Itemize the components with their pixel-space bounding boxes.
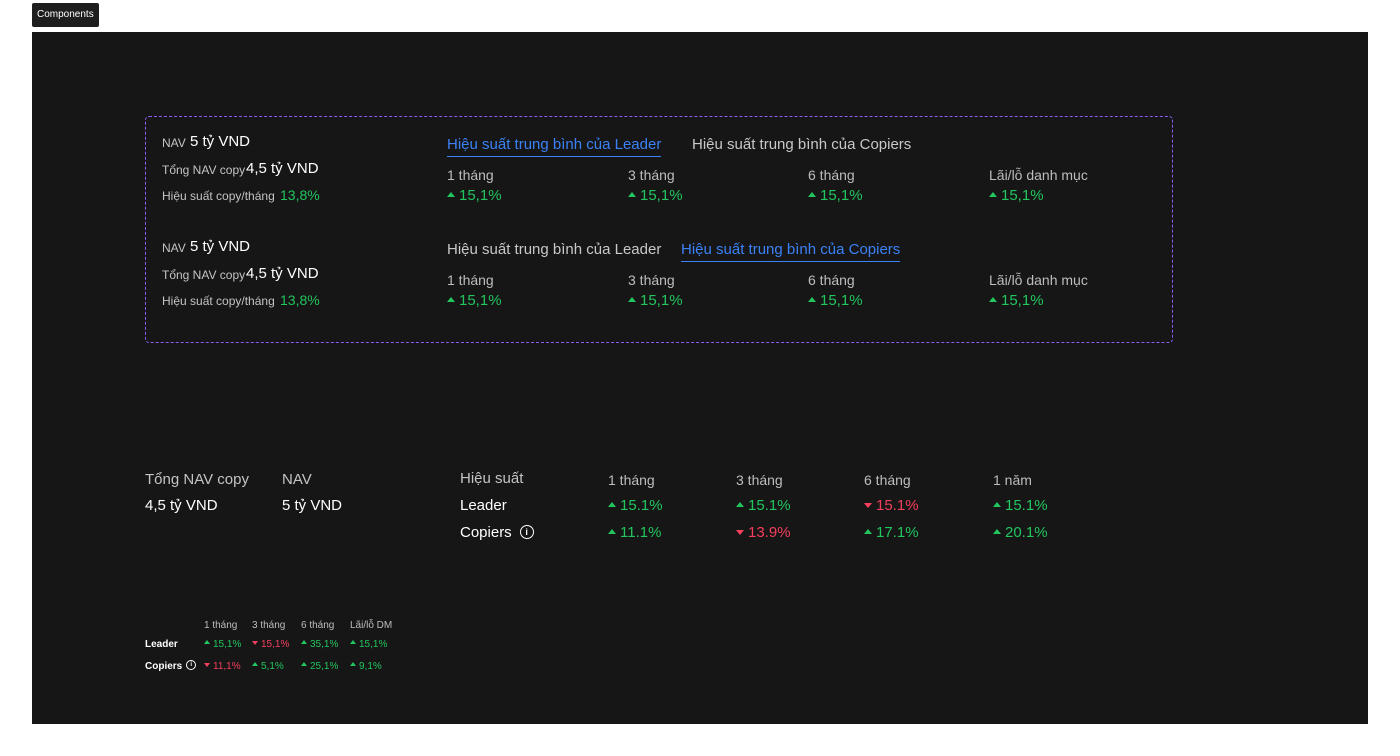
trend-up-icon — [447, 296, 455, 302]
compact-leader-3m: 15,1% — [252, 639, 289, 650]
period-label-pnl: Lãi/lỗ danh mục — [989, 167, 1088, 183]
nav-label: NAV — [162, 136, 186, 150]
summary-nav-label: NAV — [282, 471, 312, 488]
period-value-6m: 15,1% — [808, 187, 863, 204]
tab-copiers-performance[interactable]: Hiệu suất trung bình của Copiers — [692, 136, 912, 153]
period-value-6m: 15,1% — [808, 292, 863, 309]
compact-copiers-3m: 5,1% — [252, 661, 284, 672]
trend-up-icon — [608, 528, 616, 534]
trend-up-icon — [301, 640, 307, 645]
nav-value: 5 tỷ VND — [190, 133, 251, 150]
period-value-3m: 15,1% — [628, 292, 683, 309]
compact-leader-1m: 15,1% — [204, 639, 241, 650]
compact-header-3m: 3 tháng — [252, 620, 286, 631]
summary-leader-6m: 15.1% — [864, 497, 919, 514]
total-nav-label: Tổng NAV copy — [162, 163, 246, 177]
trend-up-icon — [736, 501, 744, 507]
copy-perf-value: 13,8% — [280, 292, 320, 308]
trend-up-icon — [989, 191, 997, 197]
summary-copiers-3m: 13.9% — [736, 524, 791, 541]
summary-copiers-1y: 20.1% — [993, 524, 1048, 541]
compact-row-copiers-label: Copiers i — [145, 660, 197, 672]
trend-down-icon — [204, 663, 210, 668]
trend-up-icon — [350, 640, 356, 645]
components-tag[interactable]: Components — [32, 3, 99, 27]
compact-header-6m: 6 tháng — [301, 620, 335, 631]
compact-row-leader-label: Leader — [145, 639, 178, 650]
trend-up-icon — [864, 528, 872, 534]
trend-down-icon — [252, 641, 258, 646]
trend-down-icon — [736, 529, 744, 535]
trend-up-icon — [989, 296, 997, 302]
copy-perf-value: 13,8% — [280, 187, 320, 203]
trend-up-icon — [808, 191, 816, 197]
period-label-3m: 3 tháng — [628, 272, 675, 288]
tab-copiers-performance[interactable]: Hiệu suất trung bình của Copiers — [681, 241, 901, 262]
trend-up-icon — [204, 640, 210, 645]
period-label-pnl: Lãi/lỗ danh mục — [989, 272, 1088, 288]
info-icon[interactable]: i — [519, 525, 534, 540]
period-label-6m: 6 tháng — [808, 167, 855, 183]
summary-copiers-1m: 11.1% — [608, 524, 661, 541]
summary-header-6m: 6 tháng — [864, 472, 911, 488]
trend-up-icon — [808, 296, 816, 302]
variant-group — [145, 116, 1173, 343]
compact-copiers-pnl: 9,1% — [350, 661, 382, 672]
period-label-1m: 1 tháng — [447, 272, 494, 288]
trend-up-icon — [993, 501, 1001, 507]
period-label-6m: 6 tháng — [808, 272, 855, 288]
summary-header-1y: 1 năm — [993, 472, 1032, 488]
copy-perf-label: Hiệu suất copy/tháng — [162, 189, 275, 203]
compact-copiers-1m: 11,1% — [204, 661, 241, 672]
components-frame: NAV 5 tỷ VND Tổng NAV copy 4,5 tỷ VND Hi… — [32, 32, 1368, 724]
trend-up-icon — [350, 662, 356, 667]
period-label-3m: 3 tháng — [628, 167, 675, 183]
trend-up-icon — [301, 662, 307, 667]
period-value-pnl: 15,1% — [989, 292, 1044, 309]
summary-row-leader-label: Leader — [460, 497, 507, 514]
compact-header-pnl: Lãi/lỗ DM — [350, 620, 393, 631]
trend-up-icon — [608, 501, 616, 507]
total-nav-value: 4,5 tỷ VND — [246, 265, 319, 282]
summary-row-copiers-label: Copiers i — [460, 524, 534, 541]
tab-leader-performance[interactable]: Hiệu suất trung bình của Leader — [447, 241, 662, 258]
summary-total-nav-label: Tổng NAV copy — [145, 471, 249, 488]
period-label-1m: 1 tháng — [447, 167, 494, 183]
info-icon[interactable]: i — [186, 660, 197, 671]
summary-leader-3m: 15.1% — [736, 497, 791, 514]
compact-leader-pnl: 15,1% — [350, 639, 387, 650]
compact-header-1m: 1 tháng — [204, 620, 238, 631]
period-value-1m: 15,1% — [447, 292, 502, 309]
summary-header-3m: 3 tháng — [736, 472, 783, 488]
trend-up-icon — [628, 296, 636, 302]
summary-nav-value: 5 tỷ VND — [282, 497, 343, 514]
summary-leader-1m: 15.1% — [608, 497, 663, 514]
summary-total-nav-value: 4,5 tỷ VND — [145, 497, 218, 514]
total-nav-value: 4,5 tỷ VND — [246, 160, 319, 177]
period-value-3m: 15,1% — [628, 187, 683, 204]
trend-up-icon — [252, 662, 258, 667]
copy-perf-label: Hiệu suất copy/tháng — [162, 294, 275, 308]
compact-copiers-6m: 25,1% — [301, 661, 338, 672]
period-value-1m: 15,1% — [447, 187, 502, 204]
summary-header-1m: 1 tháng — [608, 472, 655, 488]
summary-perf-label: Hiệu suất — [460, 470, 524, 487]
trend-up-icon — [628, 191, 636, 197]
nav-label: NAV — [162, 241, 186, 255]
tab-leader-performance[interactable]: Hiệu suất trung bình của Leader — [447, 136, 662, 157]
trend-down-icon — [864, 502, 872, 508]
trend-up-icon — [447, 191, 455, 197]
trend-up-icon — [993, 528, 1001, 534]
period-value-pnl: 15,1% — [989, 187, 1044, 204]
nav-value: 5 tỷ VND — [190, 238, 251, 255]
total-nav-label: Tổng NAV copy — [162, 268, 246, 282]
summary-copiers-6m: 17.1% — [864, 524, 919, 541]
compact-leader-6m: 35,1% — [301, 639, 338, 650]
summary-leader-1y: 15.1% — [993, 497, 1048, 514]
